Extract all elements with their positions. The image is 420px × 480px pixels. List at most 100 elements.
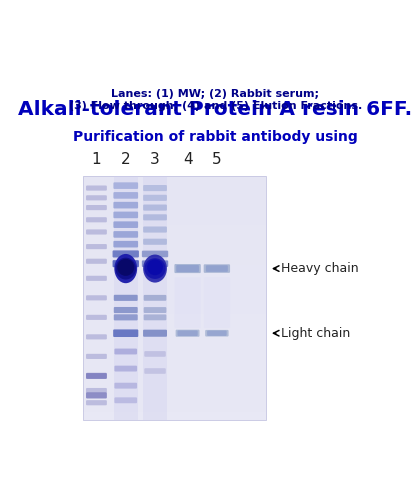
Bar bbox=[84, 290, 266, 298]
Bar bbox=[84, 274, 266, 282]
Bar bbox=[84, 338, 266, 347]
FancyBboxPatch shape bbox=[143, 185, 167, 191]
FancyBboxPatch shape bbox=[86, 400, 107, 405]
Bar bbox=[143, 176, 167, 420]
Text: 1: 1 bbox=[92, 152, 101, 167]
FancyBboxPatch shape bbox=[114, 348, 137, 354]
FancyBboxPatch shape bbox=[114, 295, 138, 301]
FancyBboxPatch shape bbox=[204, 277, 230, 328]
FancyBboxPatch shape bbox=[113, 221, 138, 228]
Text: Light chain: Light chain bbox=[281, 327, 350, 340]
FancyBboxPatch shape bbox=[178, 330, 198, 336]
FancyBboxPatch shape bbox=[144, 314, 166, 320]
FancyBboxPatch shape bbox=[113, 329, 138, 337]
FancyBboxPatch shape bbox=[86, 315, 107, 320]
FancyBboxPatch shape bbox=[113, 192, 138, 199]
FancyBboxPatch shape bbox=[86, 259, 107, 264]
Text: 3: 3 bbox=[150, 152, 160, 167]
Bar bbox=[84, 298, 266, 306]
Bar bbox=[84, 412, 266, 420]
FancyBboxPatch shape bbox=[114, 366, 137, 372]
FancyBboxPatch shape bbox=[86, 205, 107, 210]
Bar bbox=[84, 314, 266, 322]
FancyBboxPatch shape bbox=[204, 264, 230, 273]
Bar bbox=[84, 241, 266, 249]
FancyBboxPatch shape bbox=[86, 334, 107, 339]
FancyBboxPatch shape bbox=[114, 307, 138, 313]
FancyBboxPatch shape bbox=[176, 330, 200, 337]
Text: Heavy chain: Heavy chain bbox=[281, 262, 359, 275]
FancyBboxPatch shape bbox=[174, 277, 201, 328]
Ellipse shape bbox=[144, 258, 165, 279]
FancyBboxPatch shape bbox=[143, 195, 167, 201]
Text: 5: 5 bbox=[212, 152, 222, 167]
FancyBboxPatch shape bbox=[113, 202, 138, 208]
Bar bbox=[84, 387, 266, 396]
Ellipse shape bbox=[147, 259, 163, 275]
FancyBboxPatch shape bbox=[86, 354, 107, 359]
FancyBboxPatch shape bbox=[176, 265, 199, 272]
FancyBboxPatch shape bbox=[205, 330, 228, 336]
FancyBboxPatch shape bbox=[86, 185, 107, 191]
FancyBboxPatch shape bbox=[113, 182, 138, 189]
Bar bbox=[84, 208, 266, 216]
FancyBboxPatch shape bbox=[86, 229, 107, 235]
FancyBboxPatch shape bbox=[207, 331, 227, 336]
FancyBboxPatch shape bbox=[86, 217, 107, 222]
Bar bbox=[84, 282, 266, 290]
FancyBboxPatch shape bbox=[143, 214, 167, 220]
FancyBboxPatch shape bbox=[144, 307, 166, 313]
Bar bbox=[84, 363, 266, 371]
Bar bbox=[84, 306, 266, 314]
Ellipse shape bbox=[143, 254, 167, 283]
Ellipse shape bbox=[114, 254, 137, 283]
Bar bbox=[84, 379, 266, 387]
FancyBboxPatch shape bbox=[144, 368, 166, 374]
FancyBboxPatch shape bbox=[86, 295, 107, 300]
FancyBboxPatch shape bbox=[143, 330, 167, 337]
FancyBboxPatch shape bbox=[142, 260, 168, 267]
Text: 2: 2 bbox=[121, 152, 131, 167]
Bar bbox=[84, 404, 266, 412]
FancyBboxPatch shape bbox=[86, 388, 107, 393]
FancyBboxPatch shape bbox=[113, 212, 138, 218]
FancyBboxPatch shape bbox=[113, 251, 139, 257]
Bar bbox=[84, 225, 266, 233]
Bar bbox=[84, 371, 266, 379]
FancyBboxPatch shape bbox=[143, 204, 167, 211]
Text: 4: 4 bbox=[183, 152, 192, 167]
Bar bbox=[84, 192, 266, 200]
Bar bbox=[84, 176, 266, 420]
FancyBboxPatch shape bbox=[86, 195, 107, 200]
Bar bbox=[84, 249, 266, 257]
FancyBboxPatch shape bbox=[86, 373, 107, 379]
FancyBboxPatch shape bbox=[86, 276, 107, 281]
Bar bbox=[84, 184, 266, 192]
FancyBboxPatch shape bbox=[86, 373, 107, 378]
Bar bbox=[84, 355, 266, 363]
FancyBboxPatch shape bbox=[143, 239, 167, 245]
FancyBboxPatch shape bbox=[113, 231, 138, 238]
FancyBboxPatch shape bbox=[113, 260, 139, 267]
Ellipse shape bbox=[117, 259, 134, 276]
Bar bbox=[84, 265, 266, 274]
FancyBboxPatch shape bbox=[86, 392, 107, 398]
Text: Lanes: (1) MW; (2) Rabbit serum;
(3) Flow through; (4) and (5) Elution Fractions: Lanes: (1) MW; (2) Rabbit serum; (3) Flo… bbox=[68, 89, 362, 110]
FancyBboxPatch shape bbox=[86, 244, 107, 249]
Bar bbox=[84, 216, 266, 225]
Bar bbox=[84, 322, 266, 330]
Bar bbox=[84, 257, 266, 265]
Ellipse shape bbox=[116, 258, 136, 279]
Text: Purification of rabbit antibody using: Purification of rabbit antibody using bbox=[73, 131, 357, 144]
FancyBboxPatch shape bbox=[114, 314, 138, 321]
Bar bbox=[84, 200, 266, 208]
Bar bbox=[84, 233, 266, 241]
FancyBboxPatch shape bbox=[206, 265, 228, 272]
Bar bbox=[84, 347, 266, 355]
Bar bbox=[84, 396, 266, 404]
FancyBboxPatch shape bbox=[144, 295, 166, 301]
Text: Alkali-tolerant Protein A resin 6FF.: Alkali-tolerant Protein A resin 6FF. bbox=[18, 99, 412, 119]
FancyBboxPatch shape bbox=[144, 351, 166, 357]
Bar bbox=[113, 176, 138, 420]
FancyBboxPatch shape bbox=[113, 241, 138, 248]
